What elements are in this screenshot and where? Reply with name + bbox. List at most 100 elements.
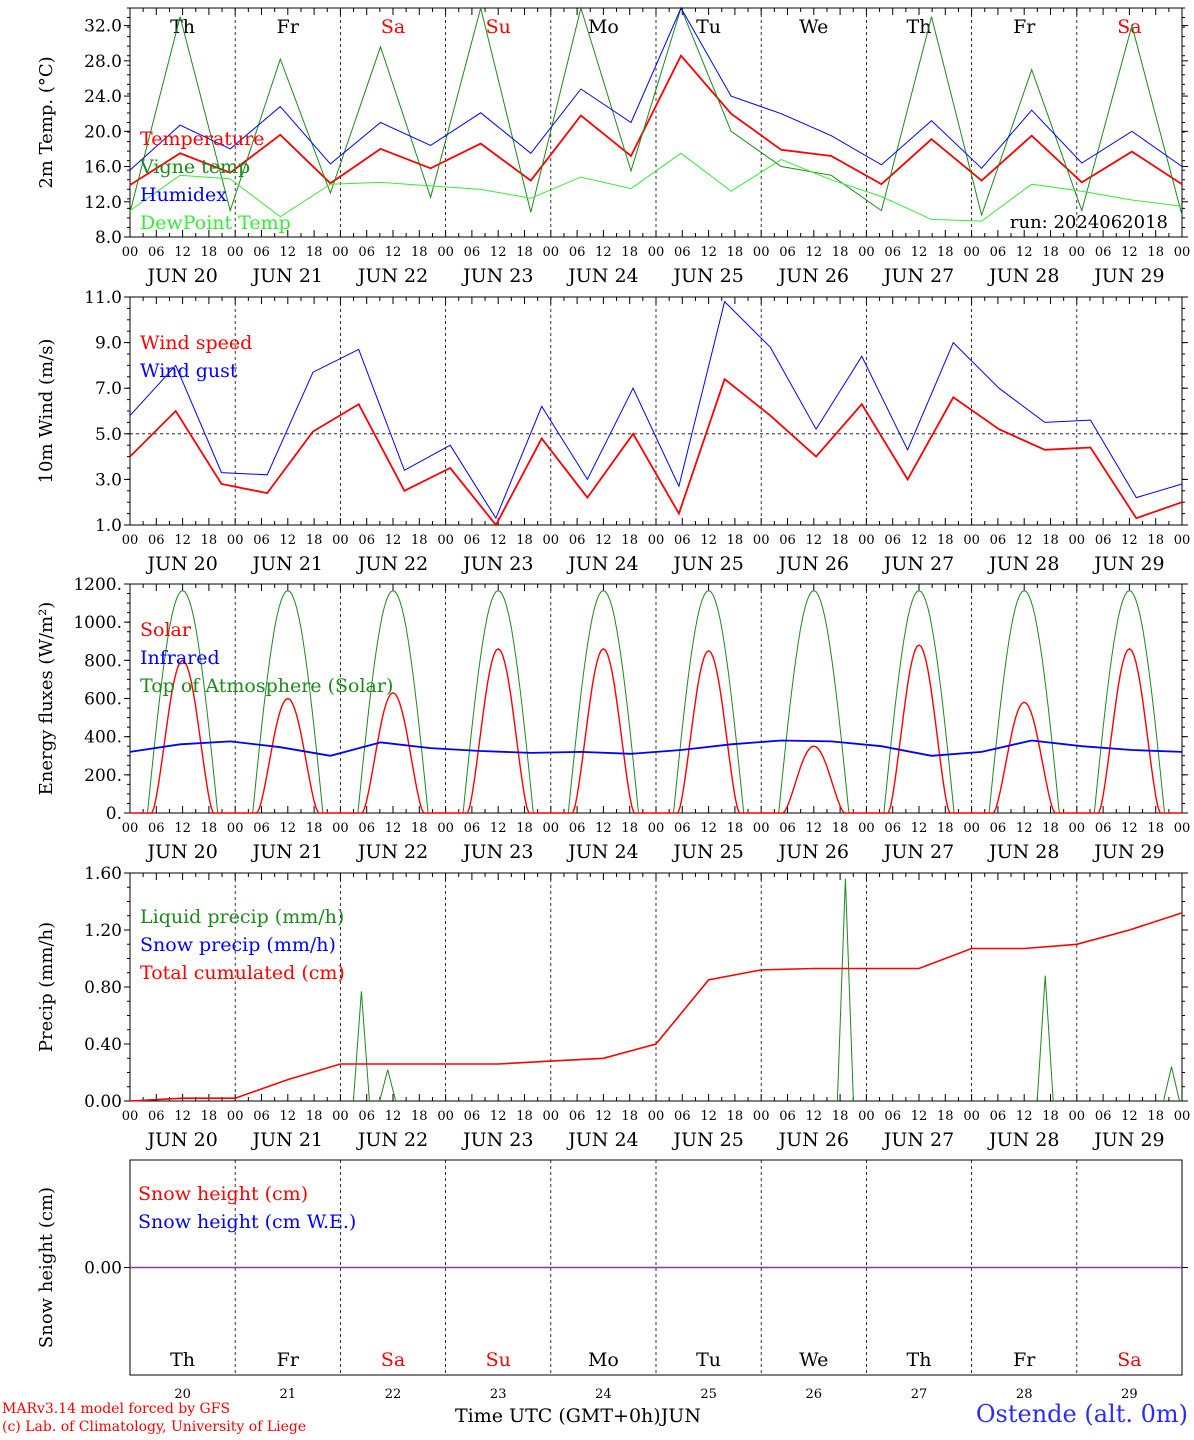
x-hour-label: 06 [990,1109,1007,1124]
x-hour-label: 06 [253,533,270,548]
x-hour-label: 00 [332,1109,349,1124]
x-hour-label: 18 [306,821,323,836]
x-hour-label: 06 [674,821,691,836]
x-date-label: JUN 26 [777,1129,849,1151]
x-hour-label: 12 [385,1109,402,1124]
y-axis-label: Energy fluxes (W/m²) [36,602,57,796]
credit-line-2: (c) Lab. of Climatology, University of L… [2,1419,307,1435]
x-hour-label: 00 [227,245,244,260]
x-hour-label: 12 [385,821,402,836]
x-hour-label: 00 [332,245,349,260]
x-hour-label: 06 [779,533,796,548]
x-hour-label: 06 [253,245,270,260]
x-date-label: JUN 29 [1092,265,1164,287]
legend-entry: Top of Atmosphere (Solar) [140,675,393,697]
x-hour-label: 12 [1016,245,1033,260]
x-hour-label: 00 [332,533,349,548]
y-tick-label: 200. [84,766,122,786]
x-hour-label: 12 [174,1109,191,1124]
x-hour-label: 06 [779,821,796,836]
x-hour-label: 00 [543,533,560,548]
x-hour-label: 12 [280,245,297,260]
credit-line-1: MARv3.14 model forced by GFS [2,1401,231,1417]
x-hour-label: 00 [543,821,560,836]
x-date-label: JUN 27 [882,553,954,575]
x-hour-label: 12 [490,245,507,260]
x-hour-label: 12 [1121,821,1138,836]
x-hour-label: 12 [490,1109,507,1124]
x-hour-label: 18 [516,245,533,260]
x-date-label: JUN 28 [987,1129,1059,1151]
y-tick-label: 0. [106,804,122,824]
x-hour-label: 12 [700,821,717,836]
x-hour-label: 12 [174,821,191,836]
x-hour-label: 12 [385,245,402,260]
x-hour-label: 18 [411,821,428,836]
x-hour-label: 06 [148,821,165,836]
x-hour-label: 00 [648,821,665,836]
x-hour-label: 18 [1042,1109,1059,1124]
day-name: Mo [588,16,619,38]
series-humidex [129,6,1183,171]
x-hour-label: 00 [543,1109,560,1124]
x-hour-label: 12 [1016,821,1033,836]
x-hour-label: 18 [832,1109,849,1124]
x-hour-label: 00 [1174,1109,1191,1124]
x-date-label: JUN 23 [461,841,533,863]
series-wind-gust [129,300,1183,520]
legend-entry: DewPoint Temp [140,212,291,234]
x-hour-label: 18 [621,1109,638,1124]
precip-spike [1163,1066,1180,1102]
x-date-label: JUN 20 [145,841,217,863]
x-hour-label: 18 [832,533,849,548]
x-hour-label: 06 [884,245,901,260]
x-hour-label: 12 [490,533,507,548]
x-date-label: JUN 28 [987,841,1059,863]
x-hour-label: 18 [621,533,638,548]
x-hour-label: 00 [122,533,139,548]
x-hour-label: 06 [990,533,1007,548]
x-hour-label: 00 [648,533,665,548]
x-hour-label: 18 [411,1109,428,1124]
x-date-label: JUN 24 [566,265,638,287]
x-hour-label: 06 [884,821,901,836]
day-name: Sa [1117,16,1141,38]
x-date-label: JUN 20 [145,265,217,287]
day-name-bottom: Th [907,1349,932,1371]
x-date-label: JUN 28 [987,553,1059,575]
y-tick-label: 8.0 [95,228,122,248]
x-date-label: JUN 22 [356,553,428,575]
x-hour-label: 18 [832,821,849,836]
x-date-label: JUN 20 [145,1129,217,1151]
x-date-label: JUN 24 [566,1129,638,1151]
x-hour-label: 12 [911,821,928,836]
x-hour-label: 18 [727,533,744,548]
x-hour-label: 18 [201,245,218,260]
x-hour-label: 12 [911,245,928,260]
x-hour-label: 06 [464,533,481,548]
x-date-label: JUN 24 [566,553,638,575]
x-date-label: JUN 26 [777,553,849,575]
x-hour-label: 06 [464,821,481,836]
x-hour-label: 12 [1121,245,1138,260]
x-hour-label: 00 [753,245,770,260]
x-hour-label: 12 [806,533,823,548]
x-hour-label: 00 [963,821,980,836]
day-name-bottom: We [799,1349,828,1371]
x-hour-label: 12 [806,245,823,260]
series-wind-speed [129,377,1183,527]
x-hour-label: 06 [253,821,270,836]
x-date-label: JUN 22 [356,841,428,863]
day-name: Th [907,16,932,38]
legend-entry: Wind speed [140,332,252,354]
x-hour-label: 12 [385,533,402,548]
x-date-label: JUN 29 [1092,553,1164,575]
day-number: 26 [806,1387,823,1402]
y-tick-label: 0.80 [84,978,122,998]
day-number: 22 [385,1387,402,1402]
x-hour-label: 00 [1174,245,1191,260]
x-hour-label: 18 [937,821,954,836]
x-hour-label: 18 [1147,1109,1164,1124]
x-hour-label: 06 [148,1109,165,1124]
